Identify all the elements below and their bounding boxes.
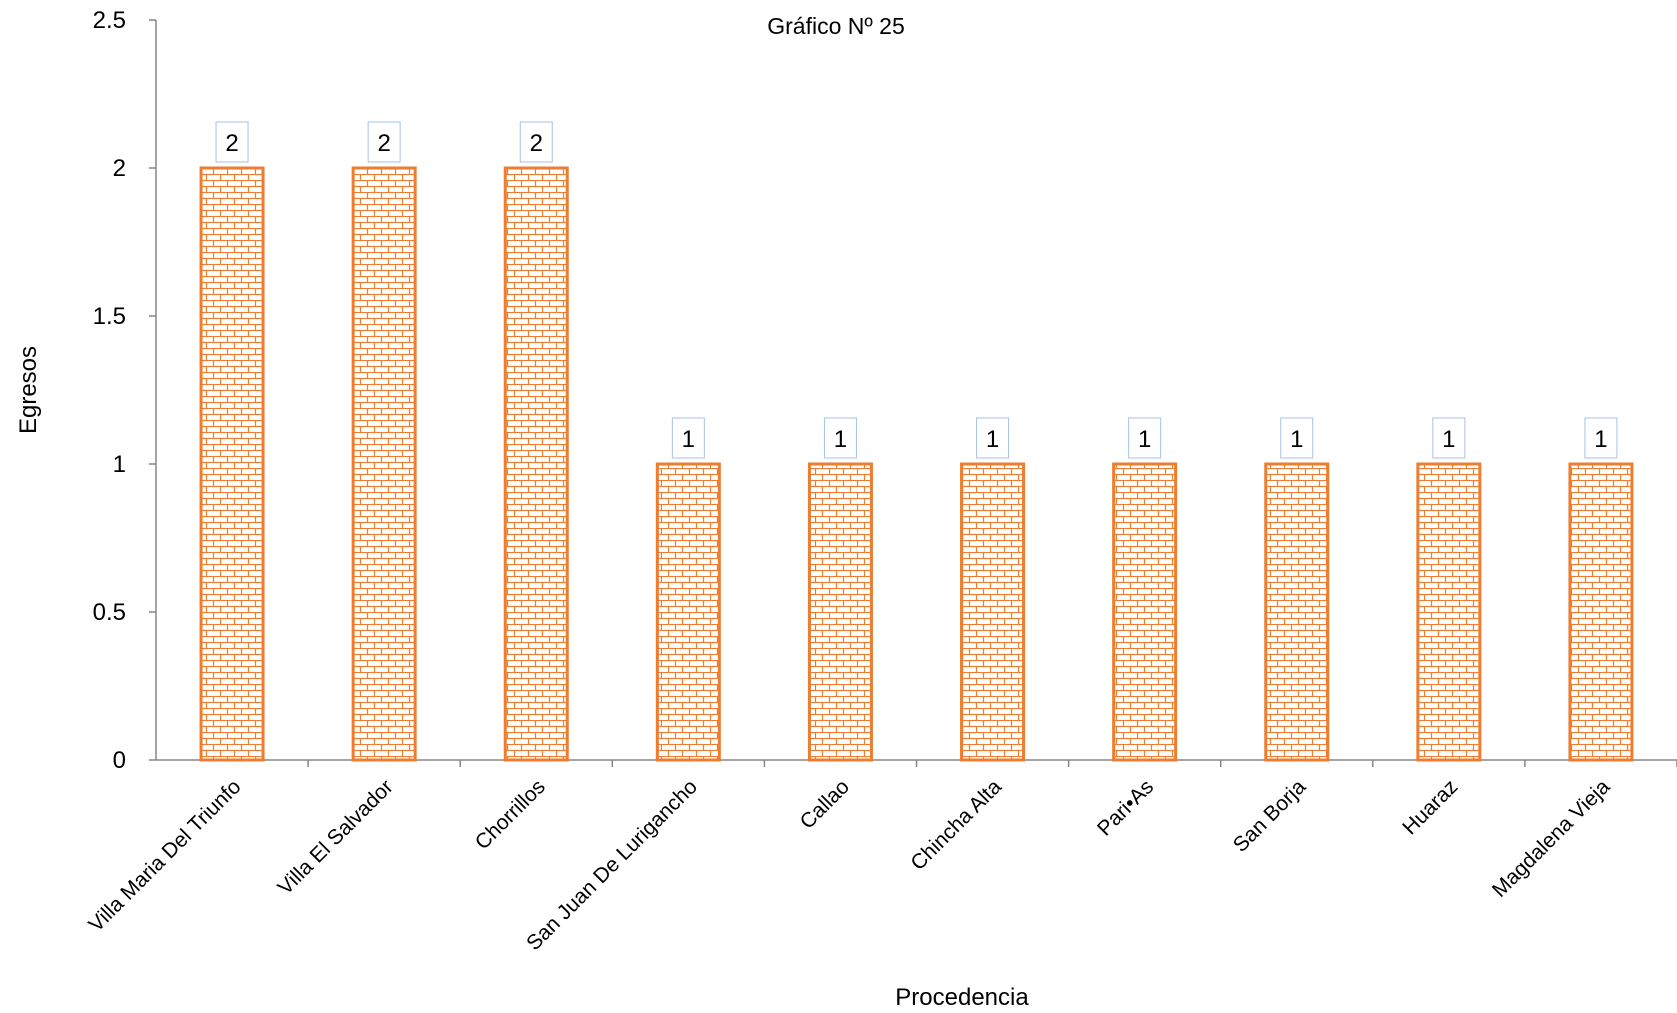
x-tick-label: San Borja (1229, 775, 1311, 857)
x-tick-label: Villa El Salvador (274, 775, 398, 899)
y-tick-label: 0.5 (93, 599, 126, 626)
data-label-box (215, 121, 249, 163)
bar (960, 462, 1026, 762)
data-label-box (671, 417, 705, 459)
bar (199, 166, 265, 762)
data-label: 1 (1594, 426, 1607, 453)
data-label-box (519, 121, 553, 163)
data-label-group: 2 2 2 1 1 1 1 1 1 1 (215, 121, 1618, 459)
data-label-box (1280, 417, 1314, 459)
data-label: 2 (377, 130, 390, 157)
data-label-box (1584, 417, 1618, 459)
x-tick-label: Villa Maria Del Triunfo (84, 775, 245, 936)
y-tick-label: 0 (113, 747, 126, 774)
bar (1264, 462, 1330, 762)
bar (1568, 462, 1634, 762)
bar (1112, 462, 1178, 762)
data-label: 1 (1442, 426, 1455, 453)
data-label: 1 (834, 426, 847, 453)
bar (1416, 462, 1482, 762)
data-label: 1 (1290, 426, 1303, 453)
data-label-box (367, 121, 401, 163)
x-tick-label: Callao (796, 775, 854, 833)
data-label: 1 (682, 426, 695, 453)
bar (351, 166, 417, 762)
data-label: 2 (530, 130, 543, 157)
data-label: 1 (1138, 426, 1151, 453)
y-tick-group: 0 0.5 1 1.5 2 2.5 (93, 7, 156, 774)
x-tick-label: San Juan De Lurigancho (522, 775, 702, 955)
data-label: 2 (225, 130, 238, 157)
x-tick-group: Villa Maria Del Triunfo Villa El Salvador… (84, 760, 1677, 955)
x-tick-label: Chincha Alta (906, 775, 1006, 875)
x-axis-title: Procedencia (895, 984, 1029, 1011)
data-label-box (976, 417, 1010, 459)
data-label: 1 (986, 426, 999, 453)
data-label-box (823, 417, 857, 459)
bar (503, 166, 569, 762)
data-label-box (1432, 417, 1466, 459)
y-axis-title: Egresos (15, 346, 42, 434)
bar (655, 462, 721, 762)
y-tick-label: 1 (113, 451, 126, 478)
y-tick-label: 2.5 (93, 7, 126, 34)
y-tick-label: 1.5 (93, 303, 126, 330)
x-tick-label: Magdalena Vieja (1488, 775, 1615, 902)
x-tick-label: Huaraz (1398, 775, 1462, 839)
chart-title: Gráfico Nº 25 (767, 13, 905, 39)
bar (807, 462, 873, 762)
bar-group (199, 166, 1634, 762)
x-tick-label: Pari•As (1093, 775, 1158, 840)
x-tick-label: Chorrillos (471, 775, 550, 854)
data-label-box (1128, 417, 1162, 459)
y-tick-label: 2 (113, 155, 126, 182)
